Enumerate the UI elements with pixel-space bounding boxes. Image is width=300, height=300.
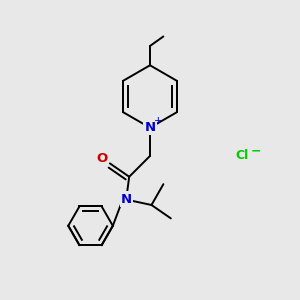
Text: N: N [121, 193, 132, 206]
Text: −: − [250, 145, 261, 158]
Text: O: O [97, 152, 108, 164]
Text: +: + [154, 116, 163, 126]
Text: Cl: Cl [236, 149, 249, 162]
Text: N: N [144, 121, 156, 134]
